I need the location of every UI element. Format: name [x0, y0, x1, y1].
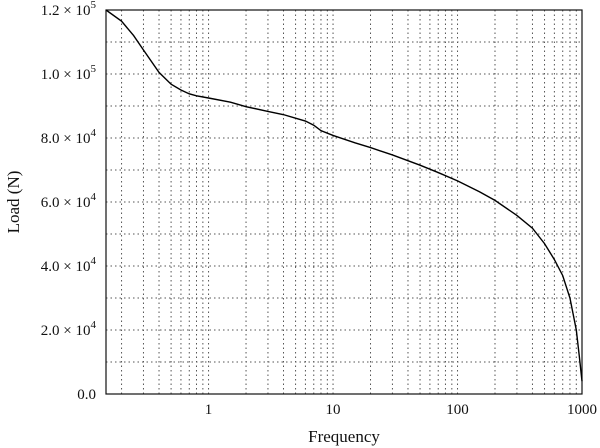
y-tick-label: 6.0 × 104	[41, 191, 97, 211]
grid-lines	[106, 10, 582, 394]
plot-frame	[105, 9, 583, 395]
x-axis-label: Frequency	[308, 427, 380, 446]
x-tick-label: 1	[205, 402, 213, 418]
y-tick-label: 1.2 × 105	[41, 0, 97, 19]
x-tick-label: 100	[446, 402, 469, 418]
y-axis-label: Load (N)	[4, 171, 23, 234]
y-tick-labels: 0.0 2.0 × 104 4.0 × 104 6.0 × 104 8.0 × 104 1…	[41, 0, 97, 403]
x-tick-labels: 1 10 100 1000	[205, 402, 597, 418]
y-tick-label: 2.0 × 104	[41, 319, 97, 339]
x-tick-label: 10	[326, 402, 341, 418]
y-tick-label: 4.0 × 104	[41, 255, 97, 275]
y-tick-label: 0.0	[77, 387, 96, 403]
x-tick-label: 1000	[567, 402, 597, 418]
series-line	[105, 9, 583, 382]
y-tick-label: 8.0 × 104	[41, 127, 97, 147]
y-tick-label: 1.0 × 105	[41, 63, 97, 83]
